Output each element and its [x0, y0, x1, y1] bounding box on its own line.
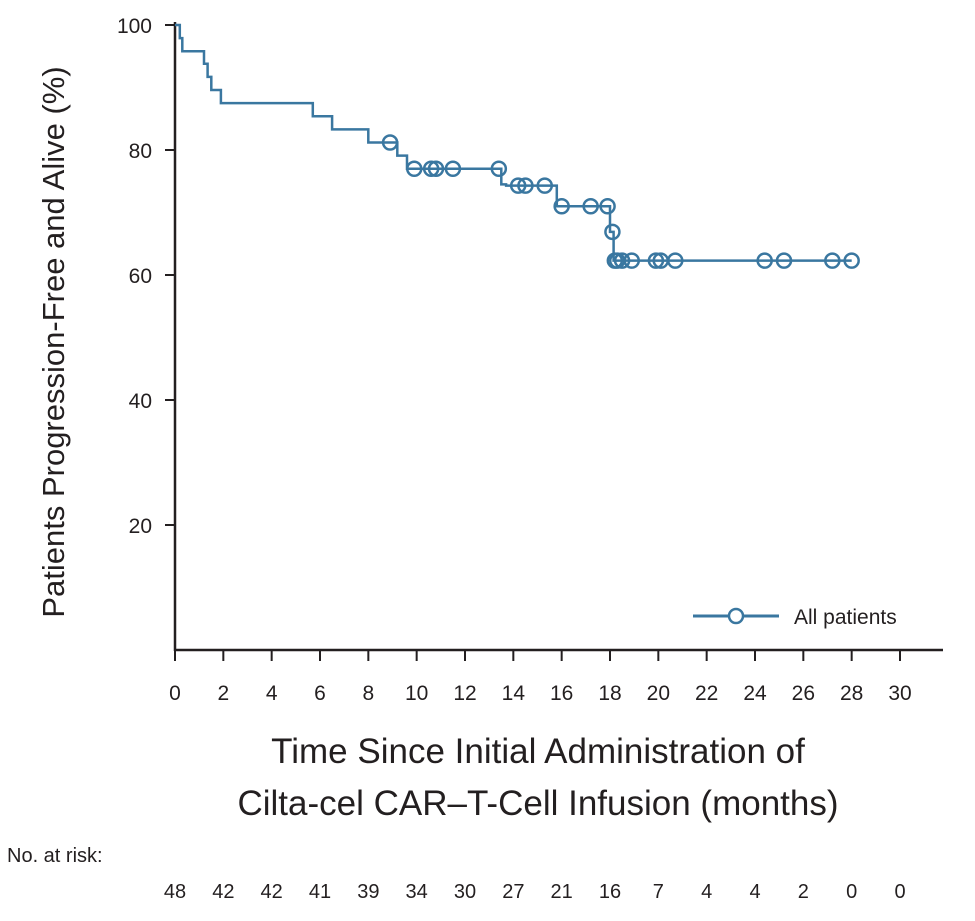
series-line-all-patients [175, 23, 852, 262]
x-tick-label-30: 30 [888, 682, 911, 705]
at-risk-value-8: 39 [357, 881, 379, 903]
y-tick-label-100: 100 [117, 15, 152, 38]
censor-mark-1 [406, 160, 423, 177]
at-risk-value-10: 34 [406, 881, 428, 903]
censor-mark-7 [517, 177, 534, 194]
at-risk-title: No. at risk: [7, 845, 103, 867]
censor-mark-6 [509, 177, 527, 194]
x-axis-label: Time Since Initial Administration of Cil… [237, 732, 838, 823]
censor-mark-21 [775, 252, 793, 269]
y-tick-label-60: 60 [129, 265, 152, 288]
legend-marker [727, 607, 745, 625]
censor-mark-0 [381, 134, 399, 151]
x-tick-label-20: 20 [647, 682, 670, 705]
censor-mark-3 [427, 160, 445, 177]
x-tick-label-28: 28 [840, 682, 863, 705]
x-tick-label-22: 22 [695, 682, 718, 705]
x-tick-label-0: 0 [169, 682, 181, 705]
censor-mark-10 [582, 198, 599, 215]
axes [173, 22, 943, 652]
censor-mark-16 [623, 252, 640, 269]
legend: All patients [693, 606, 897, 629]
y-tick-label-80: 80 [129, 140, 152, 163]
censor-mark-4 [444, 160, 462, 177]
censor-mark-5 [490, 160, 508, 177]
y-axis-label: Patients Progression-Free and Alive (%) [36, 66, 71, 617]
at-risk-value-20: 7 [653, 881, 664, 903]
x-tick-label-6: 6 [314, 682, 326, 705]
x-tick-label-8: 8 [362, 682, 374, 705]
x-tick-label-12: 12 [453, 682, 476, 705]
x-tick-label-10: 10 [405, 682, 428, 705]
censor-mark-20 [756, 252, 773, 269]
at-risk-value-14: 27 [502, 881, 524, 903]
censor-mark-12 [604, 223, 621, 241]
x-tick-label-2: 2 [217, 682, 229, 705]
x-axis-label-line-2: Cilta-cel CAR–T-Cell Infusion (months) [237, 784, 838, 823]
censor-mark-9 [553, 198, 570, 215]
censor-mark-11 [599, 198, 616, 215]
at-risk-value-2: 42 [212, 881, 234, 903]
survival-curve [175, 23, 852, 262]
censor-mark-19 [667, 252, 684, 269]
x-tick-label-24: 24 [743, 682, 767, 705]
y-tick-label-40: 40 [129, 390, 152, 413]
at-risk-value-22: 4 [701, 881, 712, 903]
at-risk-value-24: 4 [749, 881, 760, 903]
y-tick-label-20: 20 [129, 515, 152, 538]
x-tick-label-26: 26 [792, 682, 815, 705]
x-tick-label-16: 16 [550, 682, 573, 705]
at-risk-value-30: 0 [894, 881, 905, 903]
censor-mark-15 [613, 252, 631, 269]
legend-label: All patients [794, 606, 897, 629]
x-tick-label-14: 14 [502, 682, 526, 705]
censor-mark-8 [536, 177, 553, 194]
x-axis-label-line-1: Time Since Initial Administration of [271, 732, 805, 771]
at-risk-value-26: 2 [798, 881, 809, 903]
at-risk-row: 48 42 42 41 39 34 30 27 21 16 7 4 4 2 0 0 [164, 881, 906, 903]
censor-marks [381, 134, 860, 269]
at-risk-value-18: 16 [599, 881, 621, 903]
at-risk-value-28: 0 [846, 881, 857, 903]
at-risk-value-16: 21 [551, 881, 573, 903]
censor-mark-22 [824, 252, 841, 269]
y-ticks: 20 40 60 80 100 [117, 15, 175, 538]
at-risk-value-6: 41 [309, 881, 331, 903]
x-tick-label-4: 4 [266, 682, 278, 705]
x-tick-label-18: 18 [598, 682, 621, 705]
censor-mark-17 [647, 252, 665, 269]
at-risk-value-4: 42 [261, 881, 283, 903]
censor-mark-2 [422, 160, 440, 177]
at-risk-value-0: 48 [164, 881, 186, 903]
at-risk-value-12: 30 [454, 881, 476, 903]
censor-mark-23 [843, 252, 860, 269]
x-ticks: 0 2 4 6 8 10 12 14 16 18 20 22 24 26 28 30 [169, 650, 912, 705]
